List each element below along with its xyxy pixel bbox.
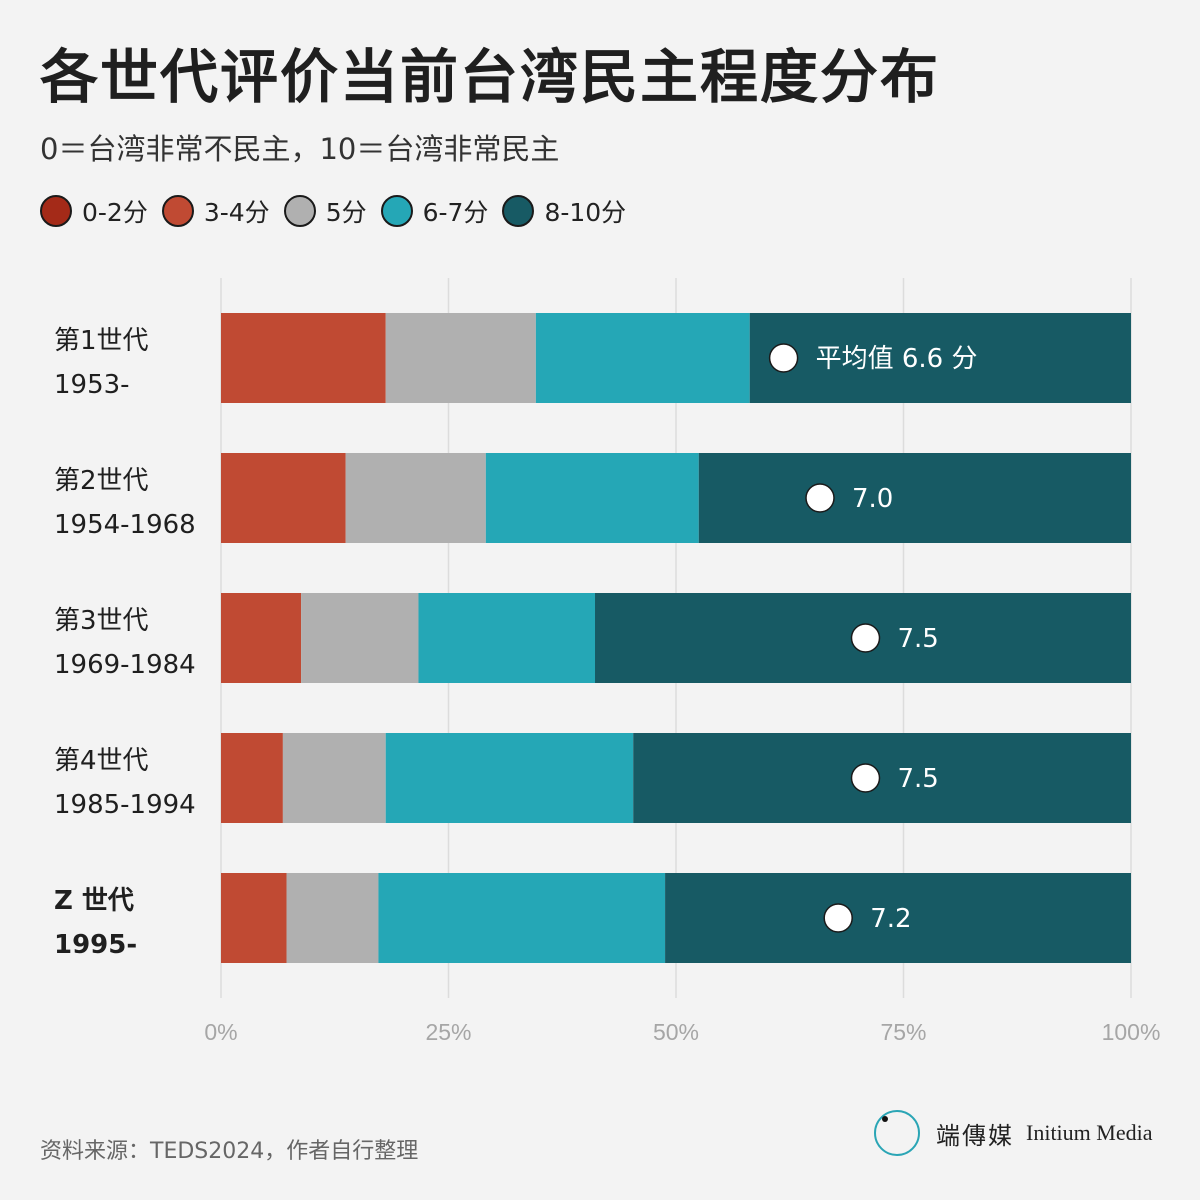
legend-item-0-2: 0-2分 (40, 193, 148, 229)
bar-segment-6-7 (535, 313, 750, 403)
bar-segment-6-7 (378, 873, 666, 963)
legend-swatch (40, 195, 72, 227)
bar-segment-6-7 (385, 733, 634, 823)
category-years-label: 1985-1994 (54, 790, 196, 820)
legend-label: 6-7分 (422, 198, 489, 227)
x-tick-label: 75% (880, 1019, 926, 1045)
category-years-label: 1995- (54, 930, 137, 960)
x-tick-label: 100% (1102, 1019, 1161, 1045)
x-tick-label: 50% (653, 1019, 699, 1045)
mean-marker (768, 343, 799, 373)
x-tick-label: 25% (425, 1019, 471, 1045)
bar-segment-8-10 (749, 313, 1131, 403)
legend-label: 5分 (325, 198, 367, 227)
legend-item-3-4: 3-4分 (161, 193, 270, 229)
bar-segment-5 (301, 593, 419, 683)
brand-logo-icon (874, 1110, 920, 1156)
mean-marker (805, 483, 835, 513)
x-tick-label: 0% (204, 1019, 237, 1045)
mean-label: 7.5 (898, 624, 939, 654)
mean-label: 平均值 6.6 分 (816, 344, 978, 374)
category-years-label: 1969-1984 (54, 650, 196, 680)
bar-segment-5 (345, 453, 486, 543)
bar-segment-3-4 (221, 313, 386, 403)
legend: 0-2分 3-4分 5分 6-7分 8-10分 (40, 193, 640, 229)
legend-swatch (283, 195, 316, 227)
bar-segment-5 (385, 313, 536, 403)
legend-item-5: 5分 (283, 193, 367, 229)
source-note: 资料来源：TEDS2024，作者自行整理 (40, 1139, 419, 1164)
legend-item-6-7: 6-7分 (380, 193, 489, 229)
mean-marker (850, 763, 881, 793)
mean-marker (823, 903, 853, 933)
category-years-label: 1953- (54, 370, 130, 400)
bar-segment-3-4 (221, 873, 287, 963)
bar-segment-8-10 (665, 873, 1131, 963)
bar-segment-3-4 (221, 593, 302, 683)
category-label: 第2世代 (54, 466, 149, 496)
bar-segment-6-7 (485, 453, 699, 543)
bar-segment-5 (286, 873, 379, 963)
legend-swatch (161, 195, 194, 227)
chart-title: 各世代评价当前台湾民主程度分布 (40, 43, 941, 111)
category-label: 第4世代 (54, 746, 149, 776)
bar-segment-8-10 (698, 453, 1131, 543)
category-label: 第3世代 (54, 606, 149, 636)
mean-label: 7.0 (852, 484, 893, 514)
legend-swatch (380, 195, 413, 227)
bar-segment-8-10 (633, 733, 1131, 823)
chart-subtitle: 0＝台湾非常不民主，10＝台湾非常民主 (40, 132, 560, 166)
legend-label: 3-4分 (203, 198, 270, 227)
brand: 端傳媒 Initium Media (874, 1110, 1152, 1156)
category-label: Z 世代 (54, 886, 134, 916)
bar-segment-6-7 (418, 593, 596, 683)
brand-name-cn: 端傳媒 (936, 1121, 1014, 1150)
category-years-label: 1954-1968 (54, 510, 196, 540)
mean-label: 7.2 (870, 904, 911, 934)
mean-marker (850, 623, 881, 653)
brand-name-en: Initium Media (1026, 1120, 1153, 1145)
legend-swatch (502, 195, 535, 227)
mean-label: 7.5 (898, 764, 939, 794)
bar-segment-3-4 (221, 453, 346, 543)
legend-label: 8-10分 (544, 198, 627, 227)
bar-segment-5 (282, 733, 386, 823)
legend-item-8-10: 8-10分 (502, 193, 626, 229)
category-label: 第1世代 (54, 326, 149, 356)
bar-segment-3-4 (221, 733, 283, 823)
legend-label: 0-2分 (82, 198, 148, 227)
